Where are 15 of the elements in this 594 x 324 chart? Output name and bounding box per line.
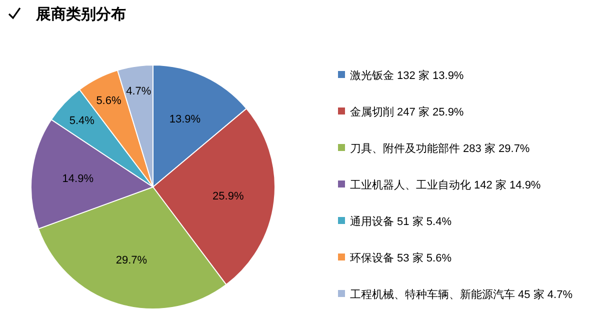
legend-label: 工程机械、特种车辆、新能源汽车 45 家 4.7% xyxy=(350,288,573,301)
data-label: 14.9% xyxy=(62,173,94,186)
data-label: 4.7% xyxy=(126,85,152,98)
data-label: 29.7% xyxy=(116,254,148,267)
data-label: 13.9% xyxy=(169,113,201,126)
legend-label: 金属切削 247 家 25.9% xyxy=(350,106,464,118)
data-label: 5.6% xyxy=(96,95,122,108)
legend-label: 刀具、附件及功能部件 283 家 29.7% xyxy=(350,142,530,155)
legend-label: 激光钣金 132 家 13.9% xyxy=(350,69,464,82)
data-label: 25.9% xyxy=(212,190,244,203)
data-label: 5.4% xyxy=(69,115,95,128)
chart-title: 展商类别分布 xyxy=(35,5,126,23)
legend-label: 通用设备 51 家 5.4% xyxy=(350,215,452,228)
legend-label: 工业机器人、工业自动化 142 家 14.9% xyxy=(350,178,541,192)
legend-label: 环保设备 53 家 5.6% xyxy=(350,252,452,264)
